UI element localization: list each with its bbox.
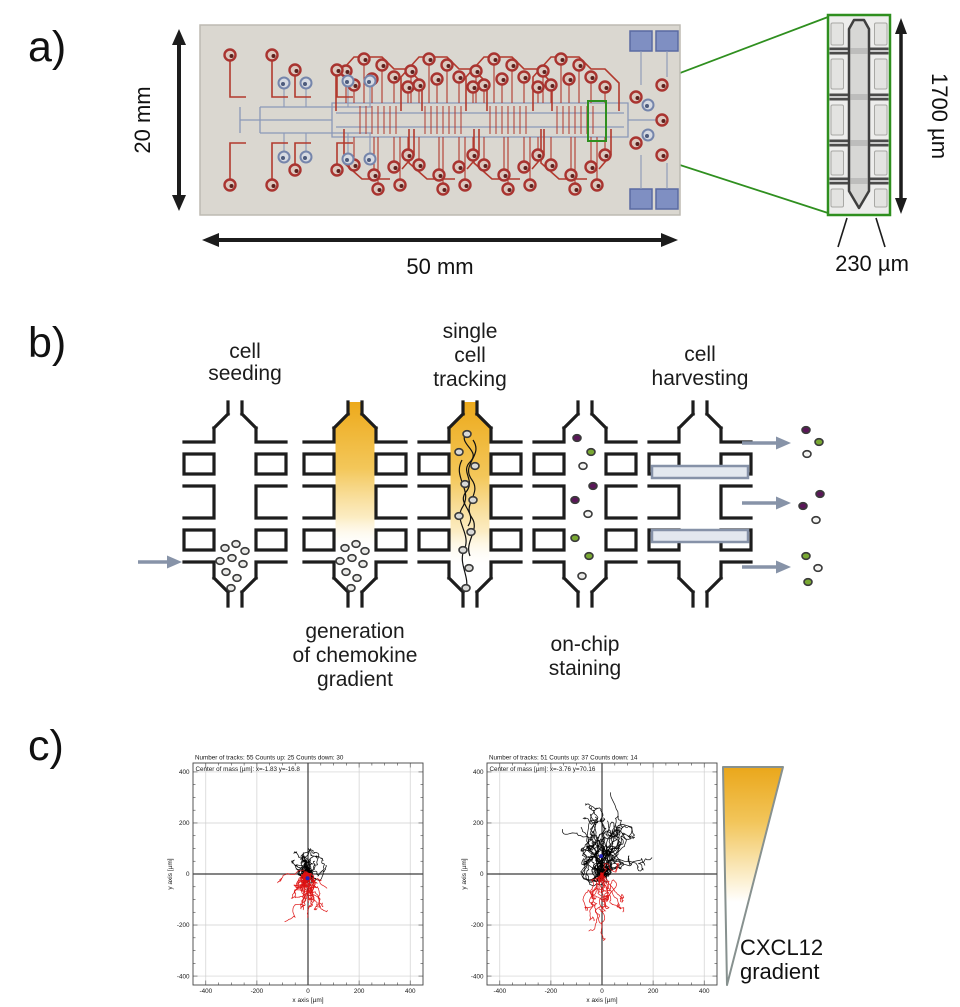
harvest-flow-arrow-icon (742, 436, 791, 450)
seeding-flow-arrow-icon (138, 555, 182, 569)
step-label-tracking-line1: single (443, 320, 498, 343)
y-tick-label: 200 (473, 820, 484, 827)
channel-schematic-step-2 (302, 400, 408, 608)
cxcl12-gradient-wedge (722, 766, 784, 986)
plot-header: Number of tracks: 51 Counts up: 37 Count… (489, 755, 638, 762)
y-tick-label: 0 (186, 871, 190, 878)
panel-a: a) 20 mm 50 mm 1700 µm (28, 13, 952, 279)
step-label-tracking-line3: tracking (433, 368, 507, 391)
inset-height-dimension: 1700 µm (895, 18, 952, 214)
x-tick-label: 400 (699, 988, 710, 995)
step-label-staining-line2: staining (549, 657, 621, 680)
chip-height-dimension: 20 mm (130, 29, 186, 211)
y-tick-label: 0 (480, 871, 484, 878)
plot-header: Number of tracks: 55 Counts up: 25 Count… (195, 755, 344, 762)
x-tick-label: 200 (354, 988, 365, 995)
y-tick-label: -200 (471, 922, 484, 929)
cxcl12-label-line2: gradient (740, 959, 820, 984)
arrow-down-icon (895, 198, 907, 214)
channel-schematic-step-3 (417, 400, 523, 608)
channel-schematic-step-4 (532, 400, 638, 608)
harvest-slider-bar (650, 528, 750, 544)
plot-annotation: Center of mass [µm]: x=-3.76 y=70.16 (490, 766, 596, 773)
x-tick-label: -400 (199, 988, 212, 995)
plot-annotation: Center of mass [µm]: x=-1.83 y=-16.8 (196, 766, 301, 773)
x-tick-label: 200 (648, 988, 659, 995)
center-of-mass-marker (599, 854, 604, 859)
center-of-mass-marker (305, 876, 310, 881)
y-tick-label: -200 (177, 922, 190, 929)
zoom-region-highlight (587, 100, 607, 142)
step-label-harvesting-line2: harvesting (652, 367, 749, 390)
track-series (582, 863, 625, 941)
step-label-tracking-line2: cell (454, 344, 486, 367)
x-axis-label: x axis [µm] (292, 997, 323, 1004)
step-label-cell-seeding-line2: seeding (208, 362, 282, 385)
y-tick-label: 400 (473, 769, 484, 776)
inset-width-label: 230 µm (835, 251, 909, 276)
harvest-slider-bar (650, 464, 750, 480)
step-label-harvesting-line1: cell (684, 343, 716, 366)
channel-schematic-step-5 (647, 400, 753, 608)
trajectory-plot-control: Number of tracks: 55 Counts up: 25 Count… (167, 755, 424, 1004)
arrow-right-icon (661, 233, 678, 247)
track-series (277, 869, 328, 923)
y-tick-label: 400 (179, 769, 190, 776)
y-axis-label: y axis [µm] (167, 858, 174, 889)
arrow-up-icon (172, 29, 186, 45)
panel-c-label: c) (28, 722, 64, 770)
panel-b-label: b) (28, 319, 66, 367)
chip-width-label: 50 mm (406, 254, 473, 279)
step-label-staining-line1: on-chip (551, 633, 620, 656)
panel-c: c) Number of tracks: 55 Counts up: 25 Co… (28, 722, 823, 1004)
harvest-flow-arrow-icon (742, 560, 791, 574)
chip-height-label: 20 mm (130, 86, 155, 153)
y-axis-label: y axis [µm] (461, 858, 468, 889)
arrow-up-icon (895, 18, 907, 34)
panel-a-label: a) (28, 23, 66, 71)
x-tick-label: -200 (251, 988, 264, 995)
panel-b: b) cell seeding generation of chemokine … (28, 319, 825, 691)
x-tick-label: 0 (600, 988, 604, 995)
arrow-down-icon (172, 195, 186, 211)
arrow-left-icon (202, 233, 219, 247)
x-axis-label: x axis [µm] (586, 997, 617, 1004)
step-label-cell-seeding-line1: cell (229, 340, 261, 363)
y-tick-label: -400 (471, 973, 484, 980)
x-tick-label: -200 (545, 988, 558, 995)
track-series (562, 792, 653, 887)
x-tick-label: 0 (306, 988, 310, 995)
inset-width-callout: 230 µm (835, 217, 909, 276)
channel-schematics (182, 400, 753, 608)
cxcl12-label-line1: CXCL12 (740, 935, 823, 960)
step-label-gradient-line1: generation (305, 620, 404, 643)
step-label-gradient-line3: gradient (317, 668, 393, 691)
inset-height-label: 1700 µm (927, 73, 952, 159)
channel-schematic-step-1 (182, 400, 288, 608)
x-tick-label: 400 (405, 988, 416, 995)
harvest-flow-arrow-icon (742, 496, 791, 510)
step-label-gradient-line2: of chemokine (293, 644, 418, 667)
y-tick-label: 200 (179, 820, 190, 827)
trajectory-plot-gradient: Number of tracks: 51 Counts up: 37 Count… (461, 755, 718, 1004)
chip-photo (199, 24, 681, 216)
chip-width-dimension: 50 mm (202, 233, 678, 279)
inset-micrograph (826, 13, 892, 217)
x-tick-label: -400 (493, 988, 506, 995)
y-tick-label: -400 (177, 973, 190, 980)
harvested-cells (798, 425, 825, 587)
